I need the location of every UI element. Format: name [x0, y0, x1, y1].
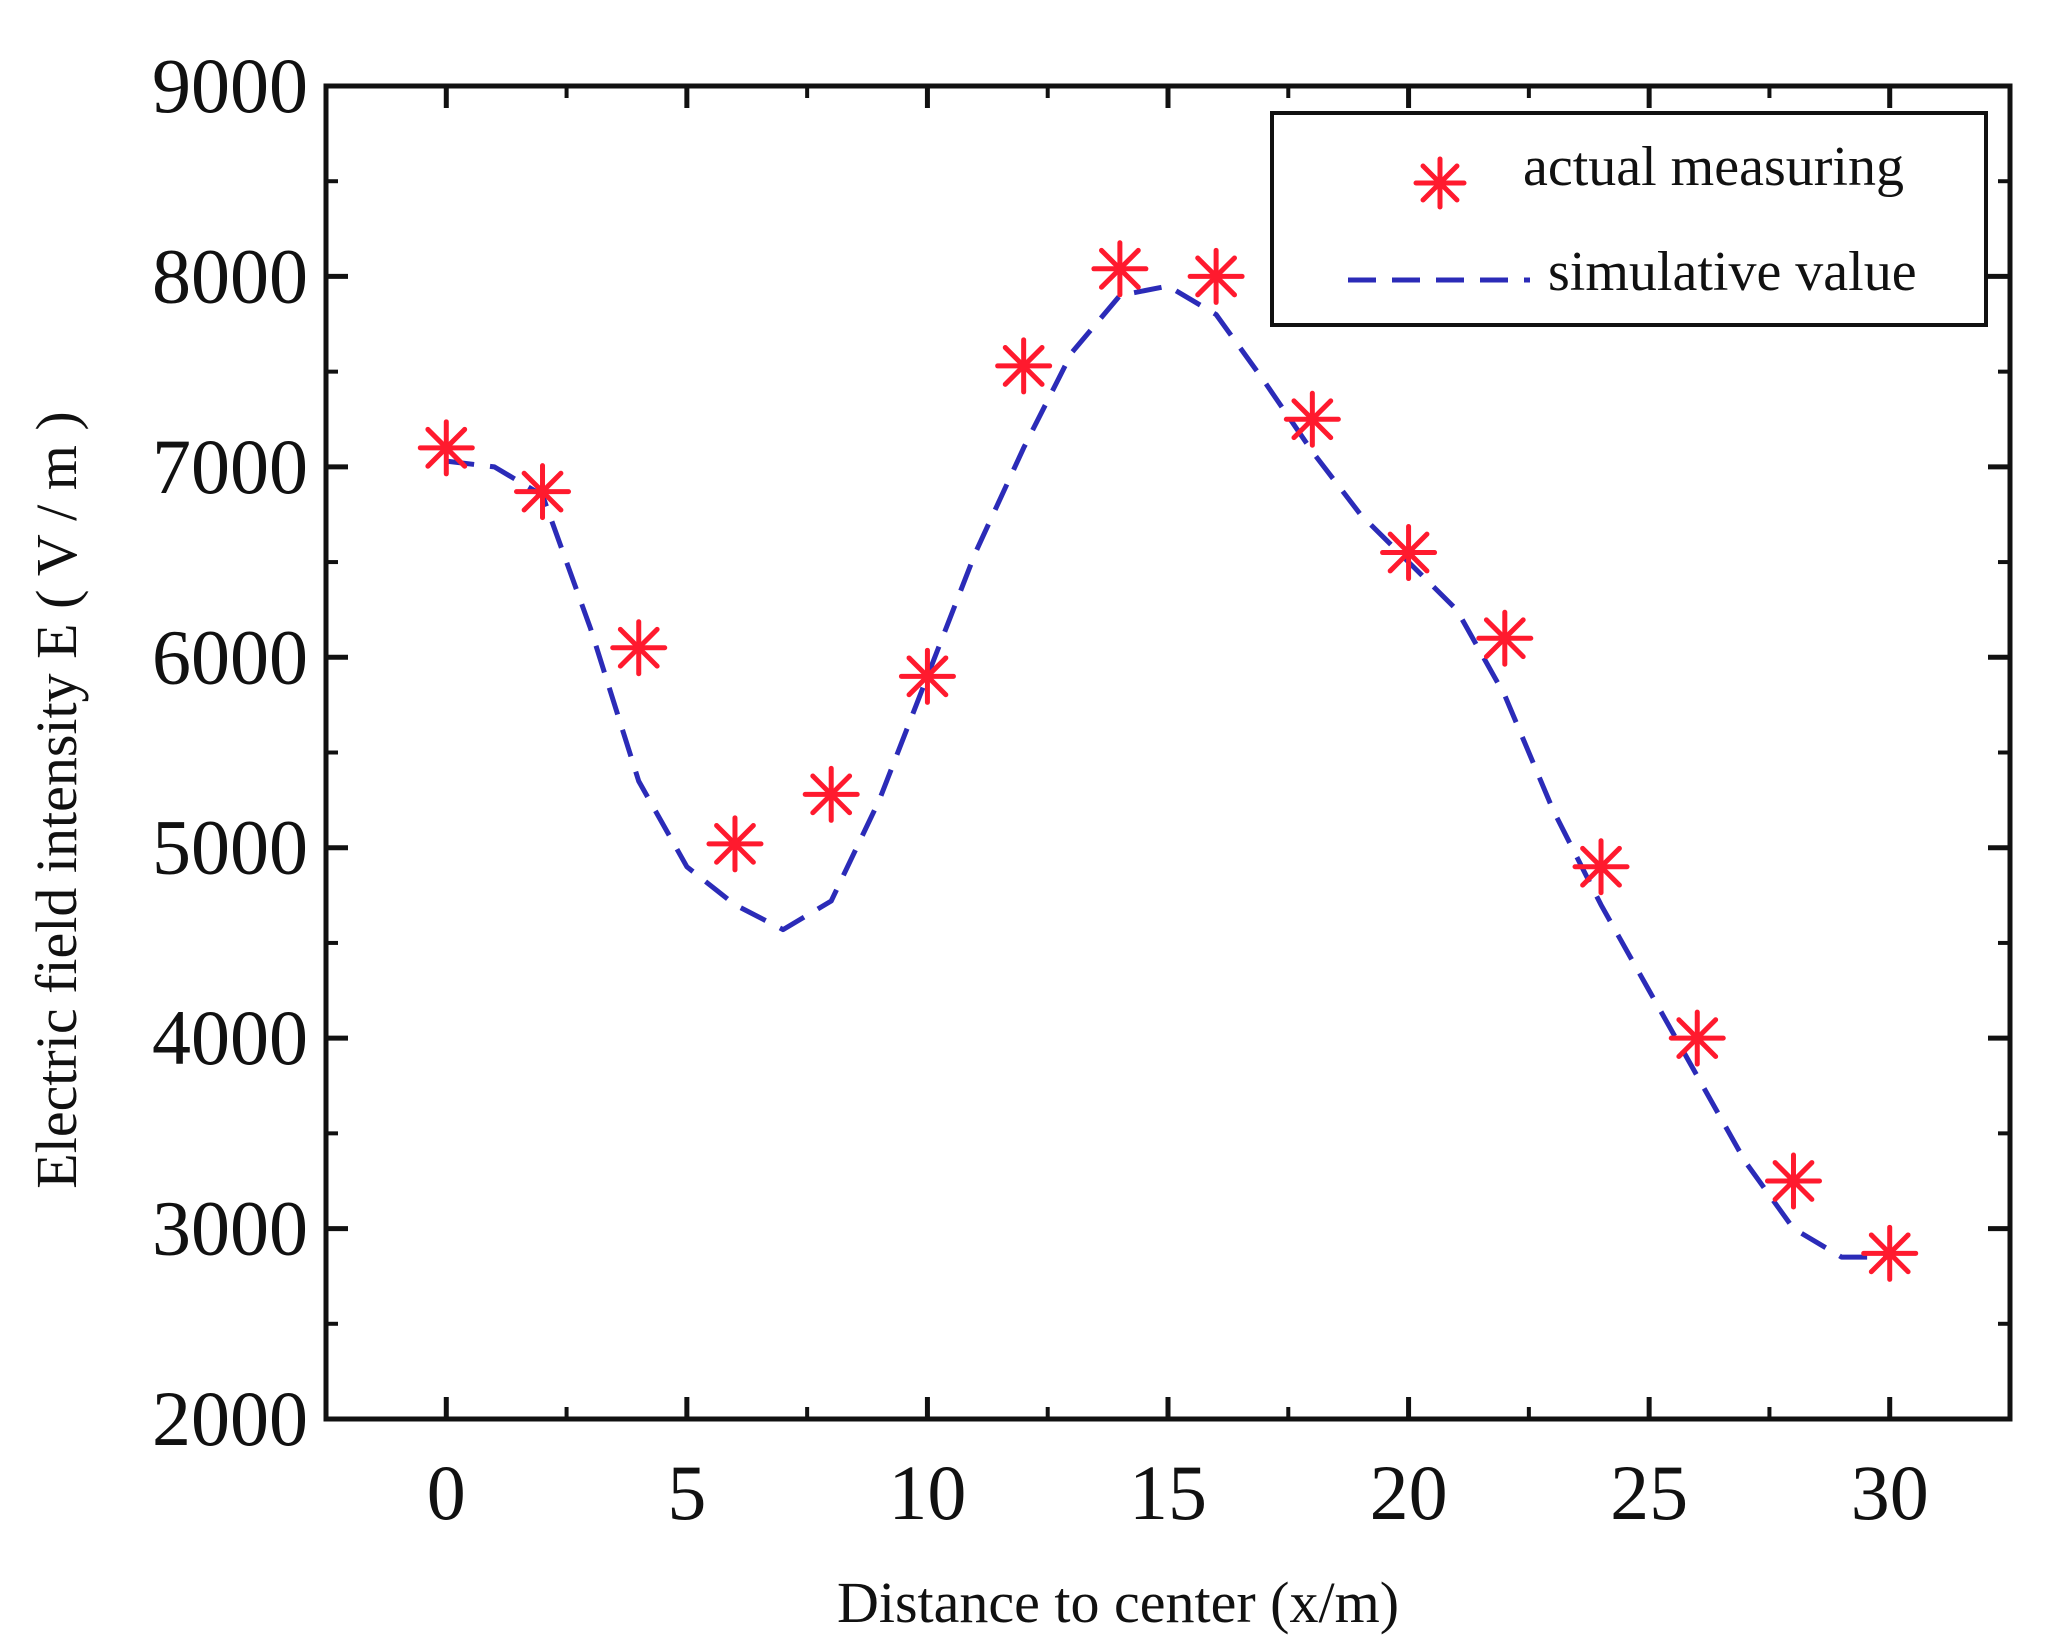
actual-measuring-point-center: [633, 642, 644, 653]
actual-measuring-point-center: [922, 671, 933, 682]
actual-measuring-point: [1668, 1009, 1726, 1067]
actual-measuring-point-center: [1884, 1248, 1895, 1259]
x-tick-label: 30: [1851, 1449, 1929, 1536]
actual-measuring-point: [898, 647, 956, 705]
legend-asterisk-icon-center: [1435, 178, 1445, 188]
actual-measuring-point: [802, 765, 860, 823]
axis-ticks: [324, 83, 2012, 1422]
legend-marker-actual: [1413, 156, 1467, 210]
x-tick-label: 15: [1129, 1449, 1207, 1536]
actual-measuring-point-center: [1692, 1033, 1703, 1044]
actual-measuring-point-center: [441, 442, 452, 453]
actual-measuring-point: [706, 815, 764, 873]
actual-measuring-point-center: [1596, 861, 1607, 872]
actual-measuring-point-center: [1307, 414, 1318, 425]
actual-measuring-point: [417, 419, 475, 477]
actual-measuring-point-center: [826, 789, 837, 800]
actual-measuring-point: [1861, 1224, 1919, 1282]
y-tick-label: 8000: [152, 232, 308, 319]
actual-measuring-point-center: [1018, 360, 1029, 371]
actual-measuring-point-center: [1788, 1175, 1799, 1186]
legend-label-actual: actual measuring: [1523, 136, 1904, 198]
actual-measuring-point: [1572, 838, 1630, 896]
y-tick-label: 7000: [152, 423, 308, 510]
x-tick-label: 0: [427, 1449, 466, 1536]
legend-box: [1270, 111, 1988, 327]
y-tick-label: 4000: [152, 994, 308, 1081]
actual-measuring-point-center: [537, 486, 548, 497]
simulative-value-line: [446, 283, 1890, 1260]
actual-measuring-point-center: [729, 838, 740, 849]
actual-measuring-point: [1283, 390, 1341, 448]
actual-measuring-point-center: [1211, 271, 1222, 282]
actual-measuring-point-center: [1114, 263, 1125, 274]
actual-measuring-point: [1476, 609, 1534, 667]
legend: actual measuring simulative value: [1270, 111, 1988, 327]
y-tick-label: 5000: [152, 804, 308, 891]
x-tick-label: 5: [667, 1449, 706, 1536]
legend-asterisk-icon: [1413, 156, 1467, 210]
actual-measuring-point-center: [1403, 547, 1414, 558]
x-tick-label: 10: [888, 1449, 966, 1536]
y-tick-label: 3000: [152, 1185, 308, 1272]
legend-label-simulative: simulative value: [1548, 241, 1917, 303]
actual-measuring-point: [1380, 524, 1438, 582]
x-tick-label: 20: [1370, 1449, 1448, 1536]
x-tick-label: 25: [1610, 1449, 1688, 1536]
y-axis-title: Electric field intensity E ( V / m ): [24, 411, 89, 1188]
x-axis-title: Distance to center (x/m): [837, 1570, 1399, 1635]
actual-measuring-point: [1091, 240, 1149, 298]
y-tick-label: 9000: [152, 42, 308, 129]
actual-measuring-point: [1187, 247, 1245, 305]
actual-measuring-point: [610, 619, 668, 677]
actual-measuring-point: [514, 463, 572, 521]
tick-labels: 0 5 10 15 20 25 30 2000 3000 4000 5000 6000 7000 8000…: [152, 42, 1929, 1536]
actual-measuring-point-center: [1499, 633, 1510, 644]
actual-measuring-point: [1764, 1152, 1822, 1210]
actual-measuring-point: [995, 337, 1053, 395]
series-layer: [417, 240, 1919, 1282]
y-tick-label: 2000: [152, 1375, 308, 1462]
y-tick-label: 6000: [152, 613, 308, 700]
